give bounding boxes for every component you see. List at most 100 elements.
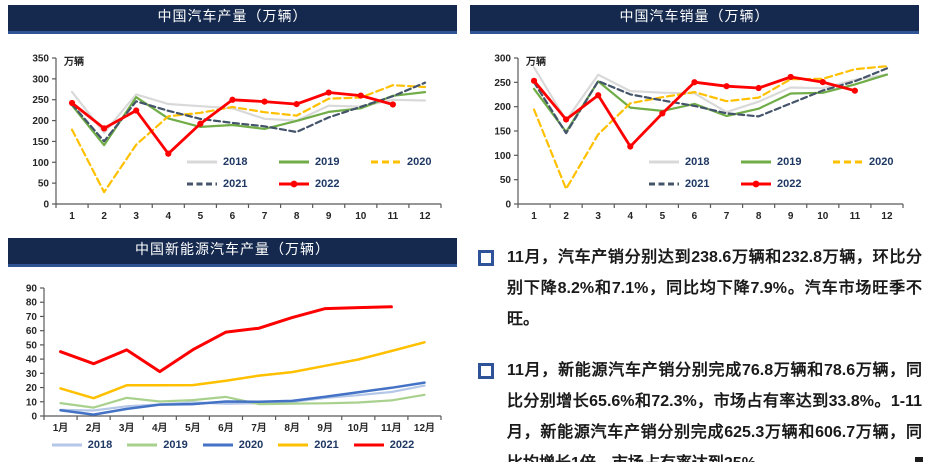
unit-label: 万辆 xyxy=(63,55,84,68)
legend-label-2021: 2021 xyxy=(223,178,248,190)
svg-text:5: 5 xyxy=(198,211,204,222)
commentary-bullet-1: 11月，汽车产销分别达到238.6万辆和232.8万辆，环比分别下降8.2%和7… xyxy=(478,242,922,335)
axes xyxy=(514,57,904,208)
legend-label-2021: 2021 xyxy=(685,178,710,190)
svg-text:20: 20 xyxy=(26,383,38,394)
nev-production-chart-area: 0 10 20 30 40 50 60 70 80 90 1月 2月 3月 4月 5月 6月 7月 8月 9月 10月… xyxy=(8,270,457,451)
series-markers-2022 xyxy=(68,89,396,157)
svg-text:2: 2 xyxy=(563,211,569,222)
legend-item-2018: 2018 xyxy=(186,156,278,168)
series-line-2021 xyxy=(59,341,426,400)
svg-text:4: 4 xyxy=(628,211,634,222)
svg-text:70: 70 xyxy=(26,312,38,323)
svg-text:1月: 1月 xyxy=(53,422,69,434)
svg-text:11: 11 xyxy=(850,211,861,222)
legend-item-2019: 2019 xyxy=(278,156,370,168)
svg-text:300: 300 xyxy=(32,74,49,85)
svg-text:1: 1 xyxy=(531,211,537,222)
legend-item-2022: 2022 xyxy=(278,178,370,190)
legend-item-2020: 2020 xyxy=(832,156,924,168)
panel-nev-production: 中国新能源汽车产量（万辆） 0 10 20 30 40 50 60 70 80 90 1月 2月 3月 4… xyxy=(8,238,457,451)
square-bullet-icon xyxy=(478,250,494,266)
commentary-text-1: 11月，汽车产销分别达到238.6万辆和232.8万辆，环比分别下降8.2%和7… xyxy=(507,249,922,328)
legend-item-2021: 2021 xyxy=(186,178,278,190)
series-line-2020 xyxy=(532,65,889,190)
legend-item-2018: 2018 xyxy=(648,156,740,168)
svg-text:12: 12 xyxy=(881,211,893,222)
svg-text:90: 90 xyxy=(26,284,38,295)
legend-line-sample xyxy=(51,443,82,447)
svg-text:150: 150 xyxy=(32,137,49,148)
svg-text:60: 60 xyxy=(26,326,38,337)
legend-line-sample xyxy=(741,180,771,188)
svg-text:100: 100 xyxy=(494,151,511,162)
svg-text:7: 7 xyxy=(262,211,268,222)
svg-text:8月: 8月 xyxy=(284,422,300,434)
svg-text:1: 1 xyxy=(69,211,75,222)
svg-text:7月: 7月 xyxy=(251,422,267,434)
legend-label-2019: 2019 xyxy=(163,439,188,451)
auto-production-title: 中国汽车产量（万辆） xyxy=(8,5,457,34)
svg-text:50: 50 xyxy=(500,175,512,186)
legend-line-sample xyxy=(187,160,217,164)
series-line-2021 xyxy=(70,81,427,143)
legend-label-2020: 2020 xyxy=(869,156,894,168)
square-bullet-icon xyxy=(478,363,494,379)
legend-label-2018: 2018 xyxy=(87,439,113,451)
legend-label-2021: 2021 xyxy=(314,439,339,451)
tick-labels: 0 10 20 30 40 50 60 70 80 90 1月 2月 3月 4月 5月 6月 7月 8月 9月 10月… xyxy=(26,284,435,435)
corner-artifact xyxy=(915,457,923,462)
nev-production-title: 中国新能源汽车产量（万辆） xyxy=(8,238,457,267)
svg-text:2月: 2月 xyxy=(86,422,102,434)
commentary-block: 11月，汽车产销分别达到238.6万辆和232.8万辆，环比分别下降8.2%和7… xyxy=(478,242,922,462)
svg-text:12月: 12月 xyxy=(414,422,435,434)
legend-line-sample xyxy=(649,160,679,164)
svg-text:2: 2 xyxy=(101,211,107,222)
legend-label-2022: 2022 xyxy=(315,178,340,190)
panel-auto-sales: 中国汽车销量（万辆） 0 50 100 150 200 250 300 1 2 3 4 5 6 7 8 9 10… xyxy=(470,5,919,230)
axes xyxy=(52,57,442,208)
legend-item-2019: 2019 xyxy=(126,439,188,451)
panel-auto-production: 中国汽车产量（万辆） 0 50 100 150 200 250 300 350 1 2 3 4 5 6 7 8… xyxy=(8,5,457,230)
legend-label-2022: 2022 xyxy=(777,178,802,190)
svg-text:200: 200 xyxy=(32,116,49,127)
legend-item-2022: 2022 xyxy=(740,178,832,190)
svg-text:50: 50 xyxy=(26,340,38,351)
svg-text:7: 7 xyxy=(724,211,730,222)
legend-label-2022: 2022 xyxy=(389,439,415,451)
svg-text:6: 6 xyxy=(230,211,236,222)
legend-item-2022: 2022 xyxy=(353,439,414,451)
svg-text:40: 40 xyxy=(26,355,38,366)
svg-text:8: 8 xyxy=(294,211,300,222)
legend-item-2020: 2020 xyxy=(202,439,263,451)
svg-text:150: 150 xyxy=(494,127,511,138)
svg-text:0: 0 xyxy=(31,412,37,423)
svg-text:30: 30 xyxy=(26,369,38,380)
legend-item-2019: 2019 xyxy=(740,156,832,168)
legend-item-2021: 2021 xyxy=(648,178,740,190)
svg-text:80: 80 xyxy=(26,298,38,309)
svg-text:9: 9 xyxy=(326,211,332,222)
svg-text:300: 300 xyxy=(494,54,511,65)
legend-line-sample xyxy=(371,160,401,164)
svg-text:10月: 10月 xyxy=(348,422,369,434)
legend-item-2020: 2020 xyxy=(370,156,462,168)
legend-line-sample xyxy=(127,443,158,447)
legend-label-2019: 2019 xyxy=(315,156,340,168)
axes xyxy=(40,287,442,420)
auto-sales-legend: 2018 2019 2020 2021 2022 xyxy=(648,156,924,190)
svg-text:0: 0 xyxy=(505,200,511,211)
svg-text:9月: 9月 xyxy=(317,422,333,434)
svg-text:350: 350 xyxy=(32,54,49,65)
legend-line-sample xyxy=(353,443,384,447)
svg-text:3: 3 xyxy=(133,211,139,222)
commentary-bullet-2: 11月，新能源汽车产销分别完成76.8万辆和78.6万辆，同比分别增长65.6%… xyxy=(478,355,922,462)
svg-text:0: 0 xyxy=(43,200,49,211)
series-line-2019 xyxy=(70,90,427,147)
legend-line-sample xyxy=(833,160,863,164)
series-line-2020 xyxy=(70,84,427,194)
svg-text:100: 100 xyxy=(32,158,49,169)
